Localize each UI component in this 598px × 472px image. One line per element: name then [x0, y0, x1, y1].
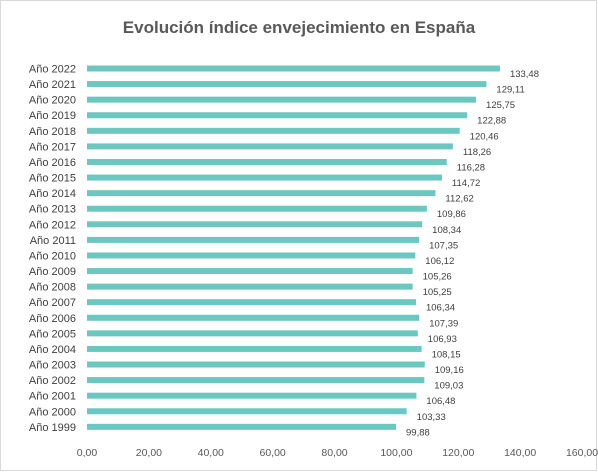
- bar-año-2002: [87, 377, 425, 384]
- bar-año-2006: [87, 314, 420, 321]
- value-label: 109,86: [437, 209, 466, 220]
- value-label: 107,39: [429, 318, 458, 329]
- category-label: Año 2019: [29, 110, 76, 122]
- category-label: Año 2008: [29, 282, 76, 294]
- category-label: Año 2012: [29, 219, 76, 231]
- bar-año-2005: [87, 330, 418, 337]
- bar-año-2001: [87, 392, 417, 399]
- x-tick-label: 20,00: [136, 447, 162, 459]
- bars-group: [87, 65, 500, 430]
- x-tick-label: 60,00: [259, 447, 285, 459]
- value-label: 106,93: [428, 334, 457, 345]
- value-label: 112,62: [445, 194, 473, 205]
- value-label: 125,75: [486, 100, 515, 111]
- bar-año-2021: [87, 81, 487, 88]
- value-label: 109,03: [434, 381, 463, 392]
- value-label: 118,26: [463, 147, 491, 158]
- value-label: 105,25: [423, 287, 452, 298]
- bar-año-2017: [87, 143, 453, 150]
- x-tick-label: 140,00: [504, 447, 536, 459]
- bar-año-2022: [87, 65, 500, 72]
- bar-año-2011: [87, 236, 420, 243]
- value-label: 129,11: [496, 85, 524, 96]
- bar-año-2020: [87, 96, 477, 103]
- bar-año-2016: [87, 158, 447, 165]
- category-label: Año 2004: [29, 344, 76, 356]
- bar-año-2019: [87, 112, 468, 119]
- x-tick-label: 120,00: [442, 447, 474, 459]
- value-label: 106,12: [425, 256, 454, 267]
- value-label: 106,48: [426, 396, 455, 407]
- bar-año-2003: [87, 361, 425, 368]
- bar-año-2018: [87, 127, 460, 134]
- value-label: 120,46: [470, 131, 499, 142]
- category-label: Año 2010: [29, 250, 76, 262]
- category-label: Año 2006: [29, 313, 76, 325]
- bar-año-2013: [87, 205, 427, 212]
- category-label: Año 2020: [29, 95, 76, 107]
- value-label: 108,34: [432, 225, 461, 236]
- value-label: 114,72: [452, 178, 480, 189]
- value-label: 103,33: [417, 412, 446, 423]
- value-label: 99,88: [406, 427, 430, 438]
- category-label: Año 2017: [29, 141, 76, 153]
- x-tick-label: 0,00: [77, 447, 98, 459]
- category-label: Año 2003: [29, 360, 76, 372]
- category-label: Año 2022: [29, 64, 76, 76]
- value-label: 107,35: [429, 240, 458, 251]
- category-label: Año 2015: [29, 173, 76, 185]
- category-label: Año 1999: [29, 422, 76, 434]
- bar-año-2012: [87, 221, 423, 228]
- bar-año-2000: [87, 408, 407, 415]
- category-label: Año 2007: [29, 297, 76, 309]
- category-label: Año 2021: [29, 79, 76, 91]
- bar-año-2009: [87, 268, 413, 275]
- value-label: 109,16: [435, 365, 464, 376]
- value-label: 106,34: [426, 303, 455, 314]
- value-label: 133,48: [510, 69, 539, 80]
- category-label: Año 2014: [29, 188, 76, 200]
- category-label: Año 2013: [29, 204, 76, 216]
- x-axis: 0,00 20,00 40,00 60,00 80,00 100,00 120,00 140,…: [77, 447, 598, 459]
- value-label: 116,28: [457, 162, 485, 173]
- bar-año-2004: [87, 345, 422, 352]
- category-label: Año 2018: [29, 126, 76, 138]
- bar-año-2010: [87, 252, 416, 259]
- bar-año-2014: [87, 190, 436, 197]
- value-label: 122,88: [477, 116, 506, 127]
- category-label: Año 2009: [29, 266, 76, 278]
- category-labels: Año 2022 Año 2021 Año 2020 Año 2019 Año 2018…: [29, 64, 76, 434]
- bar-año-2008: [87, 283, 413, 290]
- category-label: Año 2002: [29, 375, 76, 387]
- category-label: Año 2011: [30, 235, 76, 247]
- bar-año-2007: [87, 299, 416, 306]
- value-label: 105,26: [423, 272, 452, 283]
- category-label: Año 2001: [29, 391, 76, 403]
- category-label: Año 2016: [29, 157, 76, 169]
- bar-año-1999: [87, 423, 396, 430]
- category-label: Año 2000: [29, 406, 76, 418]
- value-label: 108,15: [432, 349, 461, 360]
- value-labels: 133,48 129,11 125,75 122,88 120,46 118,26 116,…: [406, 69, 539, 438]
- chart-title: Evolución índice envejecimiento en Españ…: [122, 18, 476, 37]
- x-tick-label: 80,00: [321, 447, 347, 459]
- x-tick-label: 100,00: [380, 447, 412, 459]
- x-tick-label: 40,00: [198, 447, 224, 459]
- bar-año-2015: [87, 174, 442, 181]
- x-tick-label: 160,00: [566, 447, 598, 459]
- category-label: Año 2005: [29, 328, 76, 340]
